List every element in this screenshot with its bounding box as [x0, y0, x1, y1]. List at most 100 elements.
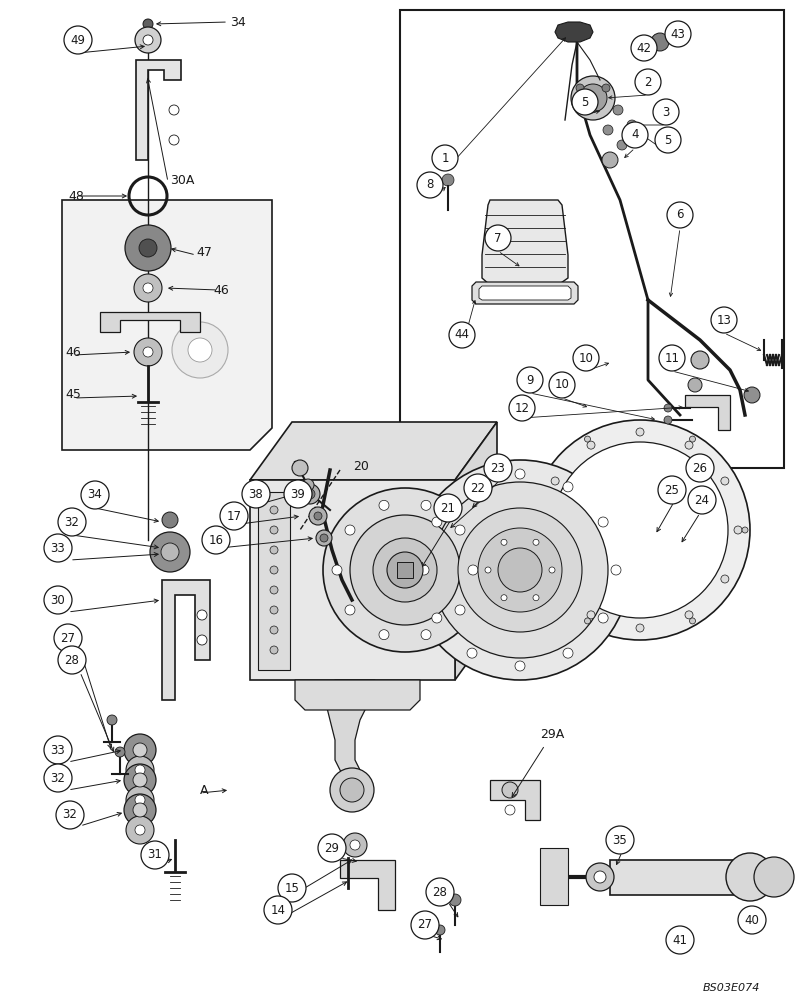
Circle shape: [622, 122, 648, 148]
Circle shape: [685, 441, 693, 449]
Circle shape: [432, 613, 442, 623]
Circle shape: [107, 715, 117, 725]
Polygon shape: [62, 200, 272, 450]
Circle shape: [584, 436, 591, 442]
Polygon shape: [455, 422, 497, 680]
Text: 32: 32: [64, 516, 80, 528]
Circle shape: [655, 127, 681, 153]
Circle shape: [202, 526, 230, 554]
Circle shape: [691, 351, 709, 369]
Circle shape: [533, 595, 539, 601]
Circle shape: [685, 611, 693, 619]
Circle shape: [602, 84, 610, 92]
Circle shape: [726, 853, 774, 901]
Text: 41: 41: [673, 934, 688, 946]
Text: 39: 39: [291, 488, 306, 500]
Circle shape: [532, 527, 538, 533]
Circle shape: [689, 436, 696, 442]
Circle shape: [270, 506, 278, 514]
Text: 27: 27: [417, 918, 432, 932]
Circle shape: [484, 454, 512, 482]
Polygon shape: [685, 395, 730, 430]
Text: 38: 38: [248, 488, 263, 500]
Text: 3: 3: [662, 105, 669, 118]
Circle shape: [455, 525, 465, 535]
Text: A: A: [200, 784, 209, 796]
Circle shape: [150, 532, 190, 572]
Circle shape: [320, 534, 328, 542]
Circle shape: [501, 595, 507, 601]
Circle shape: [345, 605, 355, 615]
Circle shape: [143, 347, 153, 357]
Circle shape: [686, 454, 714, 482]
Circle shape: [421, 630, 431, 640]
Circle shape: [64, 26, 92, 54]
Text: 27: 27: [60, 632, 76, 645]
Text: 6: 6: [677, 209, 684, 222]
Circle shape: [309, 507, 327, 525]
Text: 9: 9: [526, 373, 534, 386]
Circle shape: [350, 840, 360, 850]
Text: 34: 34: [88, 488, 103, 502]
Text: 40: 40: [744, 914, 759, 926]
Circle shape: [631, 35, 657, 61]
Circle shape: [435, 925, 445, 935]
Circle shape: [143, 19, 153, 29]
Circle shape: [458, 508, 582, 632]
Text: 23: 23: [490, 462, 505, 475]
Circle shape: [721, 477, 729, 485]
Circle shape: [467, 648, 477, 658]
Circle shape: [651, 33, 669, 51]
Text: 10: 10: [555, 378, 569, 391]
Circle shape: [316, 530, 332, 546]
Text: 17: 17: [227, 510, 241, 522]
Circle shape: [606, 826, 634, 854]
Text: 21: 21: [440, 502, 455, 514]
Polygon shape: [472, 282, 578, 304]
Circle shape: [711, 307, 737, 333]
Polygon shape: [540, 848, 568, 905]
Circle shape: [284, 480, 312, 508]
Text: 8: 8: [427, 178, 434, 192]
Circle shape: [744, 387, 760, 403]
Circle shape: [449, 894, 461, 906]
Circle shape: [551, 575, 559, 583]
Circle shape: [134, 338, 162, 366]
Circle shape: [270, 566, 278, 574]
Text: 14: 14: [271, 904, 286, 916]
Circle shape: [345, 525, 355, 535]
Circle shape: [323, 488, 487, 652]
Text: 31: 31: [147, 848, 162, 861]
Circle shape: [135, 765, 145, 775]
Circle shape: [665, 21, 691, 47]
Circle shape: [563, 482, 573, 492]
Circle shape: [264, 896, 292, 924]
Text: 43: 43: [670, 27, 685, 40]
Circle shape: [314, 512, 322, 520]
Text: 35: 35: [613, 834, 627, 846]
Circle shape: [387, 552, 423, 588]
Circle shape: [505, 805, 515, 815]
Circle shape: [613, 105, 623, 115]
Circle shape: [579, 84, 607, 112]
Circle shape: [501, 539, 507, 545]
Circle shape: [572, 89, 598, 115]
Text: 46: 46: [65, 346, 80, 359]
Circle shape: [162, 512, 178, 528]
Circle shape: [391, 556, 419, 584]
Text: 2: 2: [644, 76, 652, 89]
Circle shape: [126, 786, 154, 814]
Circle shape: [515, 661, 525, 671]
Polygon shape: [479, 286, 571, 300]
Text: 32: 32: [63, 808, 77, 822]
Circle shape: [126, 816, 154, 844]
Circle shape: [563, 648, 573, 658]
Polygon shape: [397, 562, 413, 578]
Text: 49: 49: [71, 33, 85, 46]
Circle shape: [432, 482, 608, 658]
Circle shape: [125, 225, 171, 271]
Text: 29A: 29A: [540, 728, 564, 742]
Text: 48: 48: [68, 190, 84, 202]
Polygon shape: [250, 422, 497, 480]
Circle shape: [135, 795, 145, 805]
